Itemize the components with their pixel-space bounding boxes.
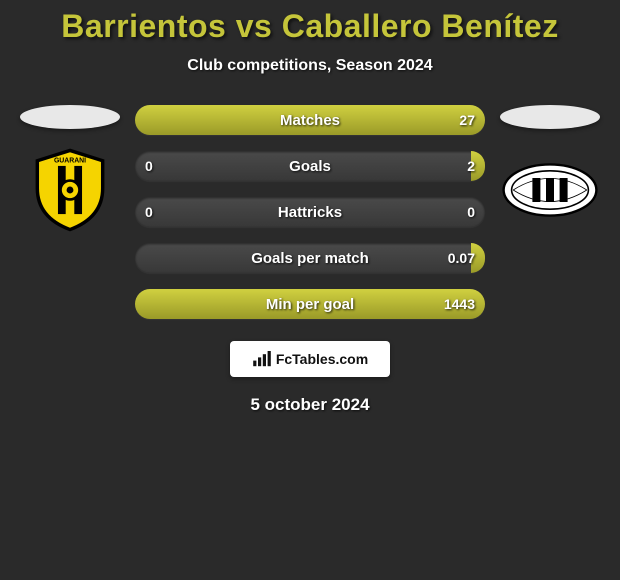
stat-bars: Matches 27 Goals 0 2 Hattricks 0 0 Goals per mat… (135, 105, 485, 319)
player-left-column: GUARANI (15, 105, 125, 233)
watermark: FcTables.com (230, 341, 390, 377)
stat-value-right: 27 (459, 112, 475, 128)
comparison-row: GUARANI Matches27Goals02Hattricks00Goals… (0, 105, 620, 319)
club-crest-libertad (500, 147, 600, 233)
stat-bar: Goals per match 0.07 (135, 243, 485, 273)
stat-value-right: 2 (467, 158, 475, 174)
page-title: Barrientos vs Caballero Benítez (0, 8, 620, 45)
club-crest-guarani: GUARANI (20, 147, 120, 233)
stat-bar: Min per goal 1443 (135, 289, 485, 319)
stat-label: Matches (280, 112, 340, 129)
player-left-silhouette (20, 105, 120, 129)
stat-label: Goals (289, 158, 331, 175)
watermark-text: FcTables.com (276, 351, 368, 367)
stat-value-right: 1443 (444, 296, 475, 312)
stat-value-left: 0 (145, 204, 153, 220)
stat-bar: Hattricks 0 0 (135, 197, 485, 227)
date-text: 5 october 2024 (0, 395, 620, 415)
stat-label: Min per goal (266, 296, 354, 313)
stat-value-right: 0.07 (448, 250, 475, 266)
svg-text:GUARANI: GUARANI (54, 157, 86, 164)
stat-value-left: 0 (145, 158, 153, 174)
infographic: Barrientos vs Caballero Benítez Club com… (0, 0, 620, 580)
subtitle: Club competitions, Season 2024 (0, 57, 620, 75)
stat-value-right: 0 (467, 204, 475, 220)
player-right-silhouette (500, 105, 600, 129)
libertad-oval-icon (500, 162, 600, 218)
player-right-column (495, 105, 605, 233)
stat-label: Goals per match (251, 250, 369, 267)
stat-label: Hattricks (278, 204, 342, 221)
guarani-shield-icon: GUARANI (27, 147, 113, 233)
bar-chart-icon (252, 351, 272, 367)
stat-bar: Matches 27 (135, 105, 485, 135)
stat-bar: Goals 0 2 (135, 151, 485, 181)
